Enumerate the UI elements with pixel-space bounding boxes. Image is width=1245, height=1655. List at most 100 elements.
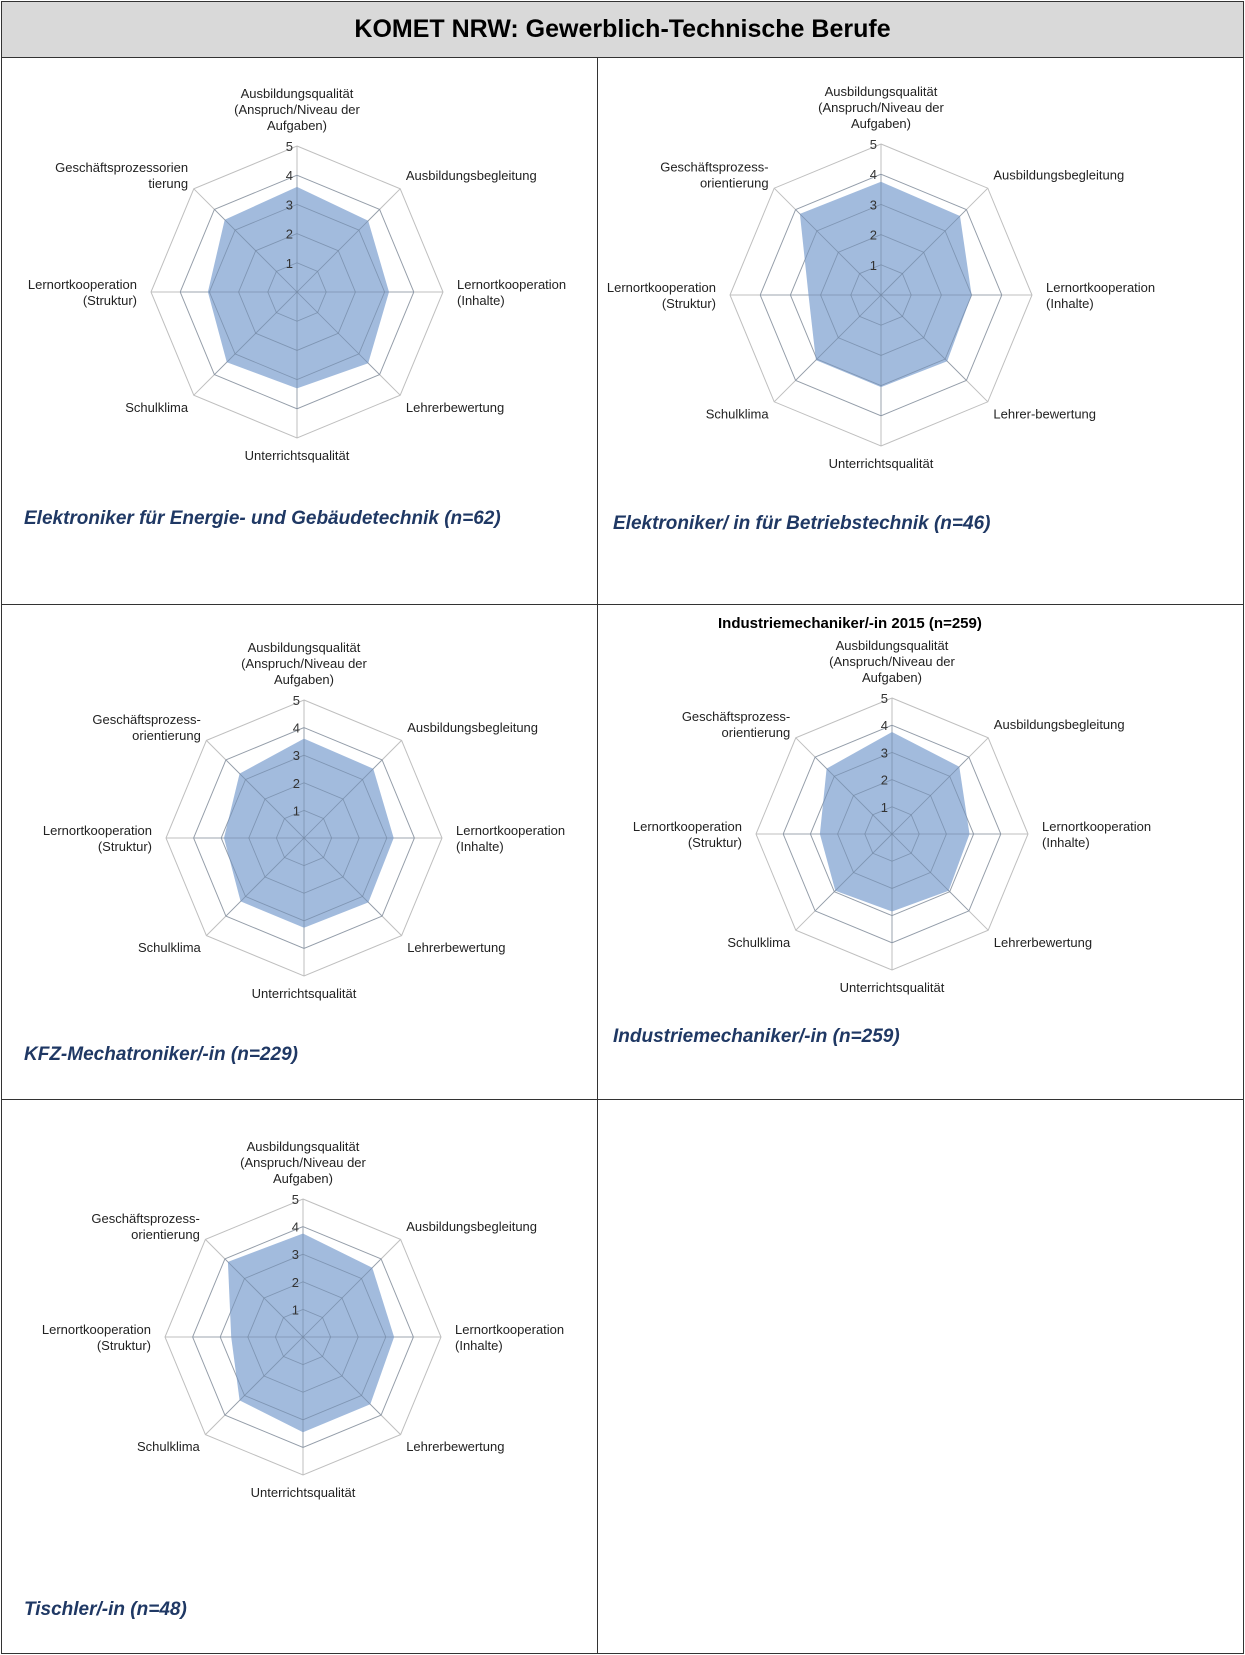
category-label: Unterrichtsqualität [840,980,945,995]
category-label-line: (Anspruch/Niveau der [240,1155,366,1170]
category-label-line: (Struktur) [98,839,152,854]
page-title: KOMET NRW: Gewerblich-Technische Berufe [354,15,891,43]
category-label-line: (Inhalte) [456,839,504,854]
category-label-line: Schulklima [138,940,202,955]
category-label-line: Lehrerbewertung [406,400,504,415]
grid-ring-overlay [193,727,415,949]
category-label: Ausbildungsbegleitung [994,717,1125,732]
category-label: Unterrichtsqualität [252,986,357,1001]
category-label-line: (Anspruch/Niveau der [818,100,944,115]
category-label: Lehrerbewertung [406,1439,504,1454]
category-label-line: (Inhalte) [1042,835,1090,850]
category-label: Unterrichtsqualität [829,456,934,471]
category-label: Lernortkooperation (Struktur) [43,823,152,854]
spoke-overlay [814,756,893,835]
category-label-line: Lehrer-bewertung [993,406,1096,421]
spoke-overlay [303,759,383,839]
spoke-overlay [891,833,970,912]
category-label: Lehrerbewertung [994,935,1092,950]
category-label: Lernortkooperation (Inhalte) [457,277,566,308]
category-label-line: orientierung [700,176,769,191]
category-label-line: (Struktur) [688,835,742,850]
category-label-line: Ausbildungsbegleitung [994,717,1125,732]
category-label: Lehrer-bewertung [993,406,1096,421]
scale-label: 4 [881,718,888,733]
category-label-line: Geschäftsprozess- [91,1211,199,1226]
scale-label: 2 [870,228,877,243]
spoke-overlay [296,209,380,293]
category-label-line: Aufgaben) [851,116,911,131]
category-label-line: (Anspruch/Niveau der [829,654,955,669]
spoke-overlay [880,294,967,381]
chart-caption: KFZ-Mechatroniker/-in (n=229) [24,1044,298,1065]
chart-cell-tischler: 1 2 3 4 5 Ausbildungsqualität (Anspruch/Niveau… [1,1099,598,1654]
category-label-line: Lernortkooperation [43,823,152,838]
category-label-line: Geschäftsprozess- [682,709,790,724]
scale-label: 4 [293,721,300,736]
category-label: Lehrerbewertung [407,940,505,955]
chart-caption: Tischler/-in (n=48) [24,1599,187,1620]
category-label: Lernortkooperation (Struktur) [28,277,137,308]
category-label-line: Lernortkooperation [1042,819,1151,834]
scale-label: 1 [293,803,300,818]
radar-chart-tischler: 1 2 3 4 5 Ausbildungsqualität (Anspruch/Niveau… [42,1139,564,1500]
series-area [207,186,389,389]
category-label-line: orientierung [722,725,791,740]
spoke-overlay [296,291,380,375]
spoke-overlay [214,291,298,375]
scale-label: 2 [292,1275,299,1290]
title-bar: KOMET NRW: Gewerblich-Technische Berufe [1,1,1244,58]
category-label: Geschäftsprozess-orientierung [92,712,200,743]
empty-cell [597,1099,1244,1654]
scale-label: 3 [870,197,877,212]
category-label: Ausbildungsqualität (Anspruch/Niveau der A… [818,84,944,131]
category-label: Ausbildungsqualität (Anspruch/Niveau der A… [829,638,955,685]
scale-label: 4 [870,167,877,182]
category-label: Lernortkooperation (Inhalte) [455,1322,564,1353]
category-label: Ausbildungsqualität (Anspruch/Niveau der A… [241,640,367,687]
category-label-line: Unterrichtsqualität [252,986,357,1001]
radar-chart-kfz-mechatroniker: 1 2 3 4 5 Ausbildungsqualität (Anspruch/Niveau… [43,640,565,1001]
category-label-line: Ausbildungsbegleitung [407,720,538,735]
scale-label: 3 [292,1247,299,1262]
category-label: Ausbildungsbegleitung [406,1219,537,1234]
spoke-overlay [795,209,882,296]
category-label: Schulklima [137,1439,201,1454]
chart-cell-kfz-mechatroniker: 1 2 3 4 5 Ausbildungsqualität (Anspruch/Niveau… [1,604,598,1100]
scale-label: 5 [870,137,877,152]
chart-overlay-title: Industriemechaniker/-in 2015 (n=259) [718,615,982,632]
spoke-overlay [225,759,305,839]
category-label-line: Ausbildungsbegleitung [406,168,537,183]
category-label-line: Ausbildungsbegleitung [993,168,1124,183]
category-label-line: Geschäftsprozess- [92,712,200,727]
category-label-line: Lehrerbewertung [406,1439,504,1454]
category-label-line: Ausbildungsqualität [836,638,949,653]
category-label-line: (Anspruch/Niveau der [241,656,367,671]
spoke-overlay [795,294,882,381]
category-label-line: (Anspruch/Niveau der [234,102,360,117]
series-area [227,1233,395,1433]
category-label-line: tierung [148,176,188,191]
category-label-line: Lehrerbewertung [407,940,505,955]
scale-label: 1 [286,256,293,271]
category-label: Lernortkooperation (Inhalte) [1046,280,1155,311]
category-label: Ausbildungsbegleitung [407,720,538,735]
category-label-line: Geschäftsprozessorien [55,160,188,175]
category-label-line: (Inhalte) [455,1338,503,1353]
chart-cell-elektroniker-energie: 1 2 3 4 5 Ausbildungsqualität (Anspruch/Niveau… [1,57,598,605]
category-label-line: (Struktur) [83,293,137,308]
scale-label: 4 [286,168,293,183]
category-label-line: Aufgaben) [267,118,327,133]
category-label: Schulklima [125,400,189,415]
scale-label: 5 [286,139,293,154]
category-label: Geschäftsprozess-orientierung [660,160,768,191]
category-label: Geschäftsprozess-orientierung [682,709,790,740]
series-area [819,732,970,912]
category-label-line: Lernortkooperation [633,819,742,834]
category-label-line: Ausbildungsbegleitung [406,1219,537,1234]
category-label-line: Unterrichtsqualität [829,456,934,471]
scale-label: 5 [881,691,888,706]
category-label-line: Lernortkooperation [457,277,566,292]
category-label-line: Unterrichtsqualität [245,448,350,463]
